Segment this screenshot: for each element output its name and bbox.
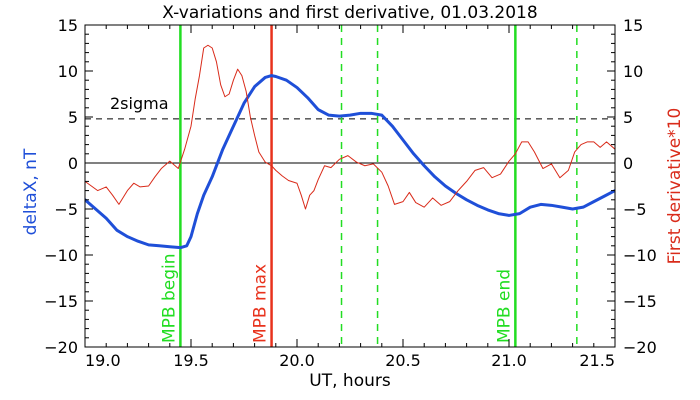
y-tick-label-right: 5 (623, 108, 633, 127)
x-tick-label: 19.0 (85, 351, 121, 370)
annotation-labels: 2sigma MPB begin MPB max MPB end (110, 94, 514, 343)
y-tick-label-left: −15 (44, 292, 78, 311)
y-axis-right-label: First derivative*10 (665, 108, 685, 265)
y-tick-label-left: 15 (58, 16, 78, 35)
vertical-line-label: MPB begin (159, 253, 179, 343)
y-tick-label-right: 15 (623, 16, 643, 35)
x-tick-label: 19.5 (173, 351, 209, 370)
derivative-series-line (85, 44, 615, 210)
axes: 19.0 19.5 20.0 20.5 21.0 21.5 15 15 10 10 5 5 0 0 −5 −5… (44, 16, 657, 370)
y-tick-label-right: 10 (623, 62, 643, 81)
y-tick-label-left: 10 (58, 62, 78, 81)
x-tick-label: 21.5 (579, 351, 615, 370)
x-tick-label: 20.5 (385, 351, 421, 370)
chart-title: X-variations and first derivative, 01.03… (162, 3, 537, 23)
y-tick-label-left: −10 (44, 246, 78, 265)
y-tick-label-left: 0 (68, 154, 78, 173)
series-layer (85, 44, 615, 250)
vertical-line-label: MPB end (494, 269, 514, 343)
y-tick-label-left: −5 (54, 200, 78, 219)
y-tick-label-right: −15 (623, 292, 657, 311)
vertical-line-label: MPB max (251, 264, 271, 343)
y-tick-label-right: −10 (623, 246, 657, 265)
reference-lines (85, 25, 615, 347)
y-tick-label-right: 0 (623, 154, 633, 173)
y-axis-left-label: deltaX, nT (21, 148, 41, 235)
y-tick-label-right: −5 (623, 200, 647, 219)
y-tick-label-right: −20 (623, 338, 657, 357)
deltax-series-line (85, 74, 615, 250)
x-tick-label: 20.0 (279, 351, 315, 370)
y-tick-label-left: −20 (44, 338, 78, 357)
y-tick-label-left: 5 (68, 108, 78, 127)
x-tick-label: 21.0 (491, 351, 527, 370)
threshold-label: 2sigma (110, 94, 169, 113)
plot-frame (84, 24, 616, 348)
x-axis-label: UT, hours (309, 371, 391, 391)
